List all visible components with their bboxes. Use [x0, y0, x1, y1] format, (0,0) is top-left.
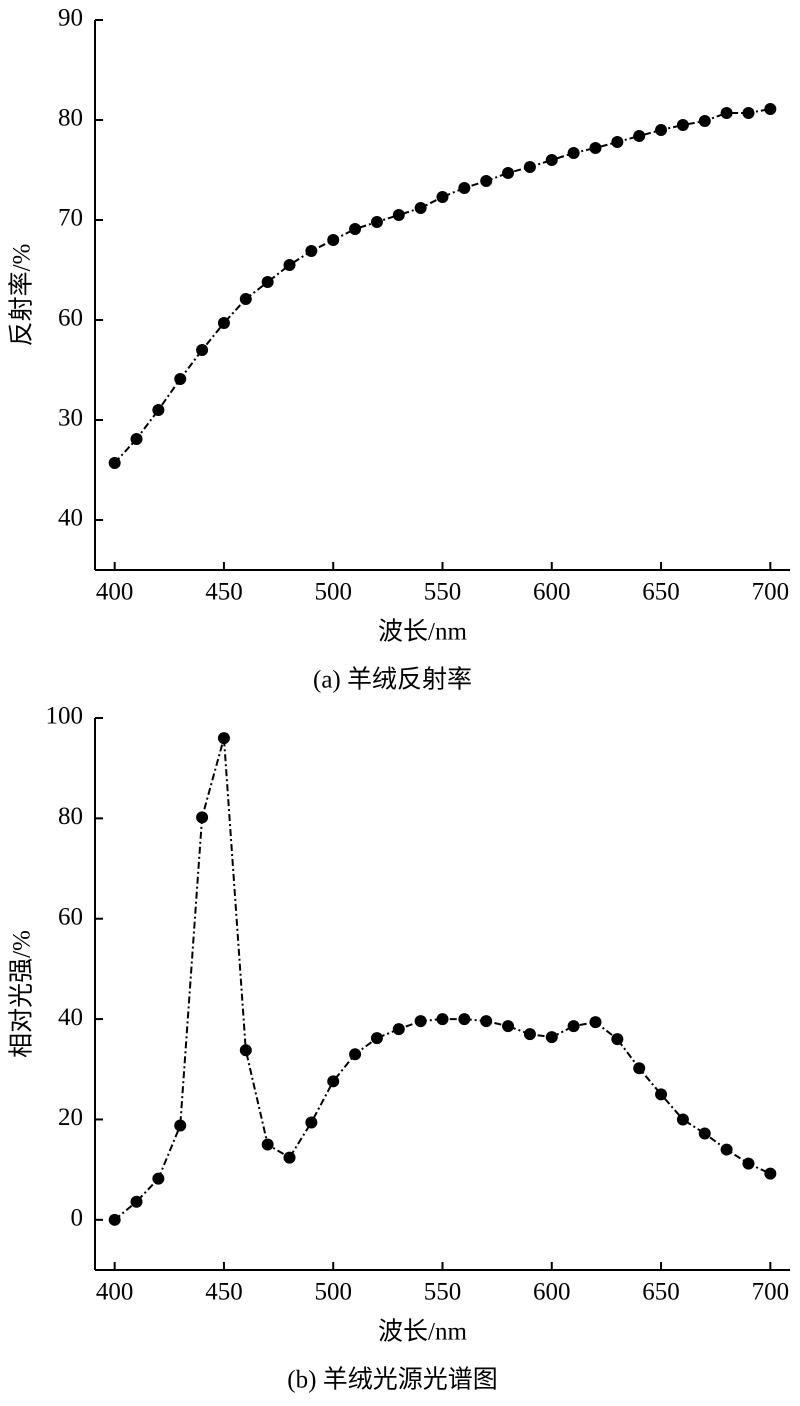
- data-point: [523, 1028, 536, 1041]
- data-point: [458, 182, 471, 194]
- series-line: [113, 108, 771, 464]
- data-point: [567, 147, 580, 159]
- x-tick-label: 550: [424, 1279, 462, 1306]
- data-point: [589, 142, 602, 154]
- x-tick-label: 700: [752, 579, 790, 606]
- data-point: [239, 293, 252, 305]
- data-point: [480, 1015, 493, 1028]
- data-point: [370, 216, 383, 228]
- data-point: [458, 1013, 471, 1026]
- data-point: [152, 1172, 165, 1185]
- data-point: [217, 317, 230, 329]
- y-tick-label: 90: [58, 5, 83, 32]
- data-point: [152, 404, 165, 416]
- data-point: [108, 1213, 121, 1226]
- x-tick-label: 450: [205, 579, 243, 606]
- x-tick-label: 400: [96, 579, 134, 606]
- data-point: [392, 209, 405, 221]
- data-point: [502, 1020, 515, 1033]
- chart-caption: (b) 羊绒光源光谱图: [287, 1366, 497, 1394]
- y-tick-label: 40: [58, 1004, 83, 1031]
- data-point: [196, 344, 209, 356]
- data-point: [720, 1143, 733, 1156]
- y-tick-label: 100: [46, 703, 84, 730]
- data-point: [764, 103, 777, 115]
- data-point: [283, 1151, 296, 1164]
- data-point: [436, 1013, 449, 1026]
- x-tick-label: 650: [642, 579, 680, 606]
- y-tick-label: 20: [58, 1104, 83, 1131]
- y-tick-label: 60: [58, 903, 83, 930]
- data-point: [108, 457, 121, 469]
- data-point: [611, 136, 624, 148]
- data-point: [698, 1127, 711, 1140]
- data-point: [349, 223, 362, 235]
- x-tick-label: 550: [424, 579, 462, 606]
- data-point: [523, 161, 536, 173]
- data-point: [633, 1062, 646, 1075]
- data-point: [217, 732, 230, 745]
- data-point: [327, 234, 340, 246]
- data-point: [480, 175, 493, 187]
- x-tick-label: 400: [96, 1279, 134, 1306]
- data-point: [261, 1138, 274, 1151]
- data-point: [655, 124, 668, 136]
- x-tick-label: 600: [533, 1279, 571, 1306]
- data-point: [414, 202, 427, 214]
- x-tick-label: 700: [752, 1279, 790, 1306]
- x-tick-label: 500: [314, 579, 352, 606]
- data-point: [414, 1015, 427, 1028]
- data-point: [545, 154, 558, 166]
- data-point: [436, 191, 449, 203]
- data-point: [130, 433, 143, 445]
- data-point: [305, 1116, 318, 1129]
- y-tick-label: 70: [58, 205, 83, 232]
- y-tick-label: 80: [58, 803, 83, 830]
- data-point: [196, 811, 209, 824]
- data-point: [349, 1048, 362, 1061]
- series-line: [114, 737, 771, 1221]
- data-point: [327, 1075, 340, 1088]
- data-point: [392, 1023, 405, 1036]
- data-point: [698, 115, 711, 127]
- x-tick-label: 600: [533, 579, 571, 606]
- y-tick-label: 80: [58, 105, 83, 132]
- y-axis-title: 相对光强/%: [8, 930, 36, 1058]
- x-tick-label: 650: [642, 1279, 680, 1306]
- data-point: [261, 276, 274, 288]
- data-point: [764, 1167, 777, 1180]
- data-point: [239, 1044, 252, 1057]
- y-tick-label: 40: [58, 505, 83, 532]
- y-tick-label: 0: [71, 1205, 84, 1232]
- data-point: [502, 167, 515, 179]
- data-point: [676, 1113, 689, 1126]
- data-point: [611, 1033, 624, 1046]
- chart-caption: (a) 羊绒反射率: [313, 666, 472, 694]
- x-tick-label: 450: [205, 1279, 243, 1306]
- y-tick-label: 60: [58, 305, 83, 332]
- y-axis-title: 反射率/%: [8, 244, 36, 347]
- data-point: [633, 130, 646, 142]
- data-point: [283, 259, 296, 271]
- x-axis-title: 波长/nm: [378, 1318, 467, 1346]
- x-axis-title: 波长/nm: [378, 618, 467, 646]
- y-tick-label: 30: [58, 405, 83, 432]
- data-point: [545, 1031, 558, 1044]
- data-point: [676, 119, 689, 131]
- data-point: [130, 1195, 143, 1208]
- data-point: [720, 107, 733, 119]
- data-point: [305, 245, 318, 257]
- data-point: [174, 1119, 187, 1132]
- data-point: [589, 1016, 602, 1029]
- data-point: [174, 373, 187, 385]
- data-point: [742, 1157, 755, 1170]
- data-point: [742, 107, 755, 119]
- x-tick-label: 500: [314, 1279, 352, 1306]
- data-point: [655, 1088, 668, 1101]
- data-point: [370, 1032, 383, 1045]
- data-point: [567, 1020, 580, 1033]
